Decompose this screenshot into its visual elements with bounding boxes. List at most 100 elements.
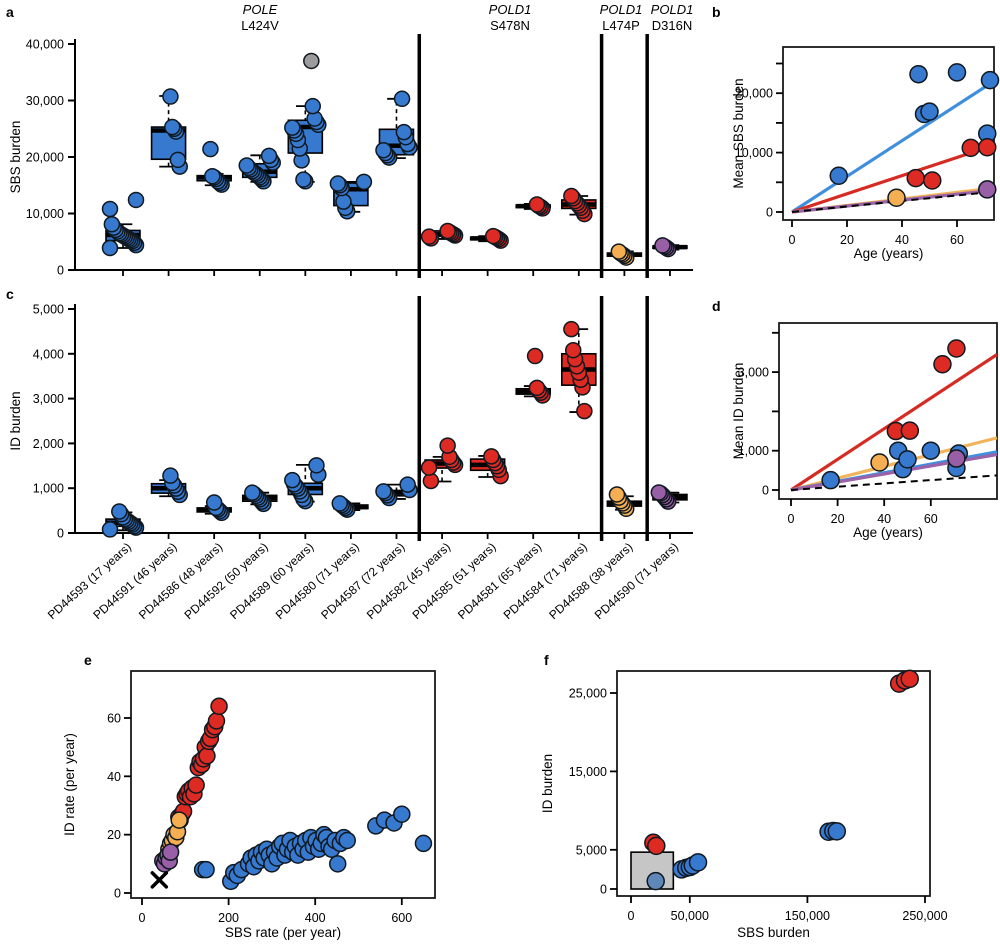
axis-text: 20: [840, 233, 854, 247]
axis-text: 60: [924, 512, 938, 526]
axis-text: 0: [57, 527, 64, 541]
series-POLD1-S478N: [886, 339, 966, 441]
axis-text: 0: [57, 264, 64, 278]
x-axis-label: SBS rate (per year): [225, 925, 341, 940]
axis-text: Mean ID burden: [731, 363, 746, 460]
series-POLE-L424V: [672, 821, 847, 879]
data-point: [210, 697, 228, 716]
data-point: [414, 834, 433, 853]
plot-frame: [616, 670, 931, 897]
data-point: [101, 521, 119, 538]
data-point: [900, 669, 919, 689]
axis-text: 40: [895, 233, 909, 247]
patient-label: PD44582 (45 years): [364, 540, 453, 622]
data-point: [439, 437, 456, 454]
data-point: [395, 123, 413, 141]
gene-name: POLD1: [650, 2, 694, 17]
patient-label: PD44585 (51 years): [409, 540, 498, 622]
points-PD44582: [420, 437, 464, 490]
series-POLE-L424V: [193, 805, 433, 891]
y-axis: 0 10,000 20,000: [735, 62, 783, 220]
axis-text: 0: [600, 883, 607, 897]
data-point: [528, 379, 546, 397]
y-axis: 0 10,000 20,000 30,000 40,000: [26, 38, 76, 278]
data-point: [564, 341, 582, 359]
y-axis-label: SBS burden: [8, 121, 23, 194]
axis-text: 0: [788, 512, 795, 526]
data-point: [420, 228, 438, 245]
data-point: [127, 191, 145, 209]
axis-text: 40: [107, 770, 121, 784]
axis-text: 20,000: [735, 87, 773, 101]
data-point: [207, 712, 226, 730]
axis-text: 1,000: [738, 444, 769, 458]
data-point: [295, 171, 312, 188]
axis-text: 1,000: [33, 482, 64, 496]
data-point: [923, 171, 942, 190]
data-point: [161, 843, 180, 861]
data-point: [484, 227, 502, 245]
patient-label: PD44580 (71 years): [273, 540, 362, 622]
y-axis: 0 1,000 2,000 3,000 4,000 5,000: [33, 303, 76, 541]
data-point: [921, 441, 941, 460]
normal-range-box: [630, 851, 675, 890]
data-point: [608, 486, 626, 503]
axis-text: Age (years): [853, 525, 923, 540]
data-point: [328, 855, 347, 873]
axis-text: SBS burden: [8, 121, 23, 194]
axis-text: ID rate (per year): [62, 733, 77, 836]
axis-text: 0: [628, 909, 635, 923]
outlier-point: [303, 52, 320, 70]
data-point: [393, 805, 411, 823]
data-point: [920, 102, 939, 121]
y-axis-label: ID rate (per year): [62, 733, 77, 836]
panel-label-f: f: [544, 652, 549, 668]
data-point: [961, 138, 980, 158]
axis-text: 250,000: [902, 909, 947, 923]
axis-text: 0: [762, 484, 769, 498]
gene-name: POLD1: [599, 2, 643, 17]
x-axis: 0 20 40 60: [789, 220, 964, 247]
data-point: [650, 484, 668, 501]
gene-variant: S478N: [490, 18, 530, 33]
data-point: [528, 196, 546, 213]
points-PD44592: [244, 484, 272, 513]
series-POLD1-D316N: [154, 843, 180, 873]
series-POLD1-S478N: [170, 697, 228, 829]
axis-text: 50,000: [671, 909, 709, 923]
points-PD44590: [650, 484, 677, 510]
data-point: [355, 173, 373, 191]
points-PD44587: [375, 90, 418, 166]
panel-label-e: e: [84, 652, 92, 668]
data-point: [284, 471, 301, 489]
data-point: [526, 347, 544, 365]
points-PD44591: [162, 88, 188, 175]
data-point: [238, 157, 255, 174]
data-point: [829, 166, 848, 186]
axis-text: 200: [218, 911, 239, 925]
points-PD44588: [608, 486, 635, 518]
axis-text: 0: [114, 887, 121, 901]
data-point: [947, 449, 966, 468]
panel-label-b: b: [712, 4, 721, 20]
gene-name: POLE: [242, 2, 278, 17]
axis-text: 20,000: [26, 151, 64, 165]
data-point: [887, 188, 906, 207]
y-axis-label: ID burden: [8, 391, 23, 450]
axis-text: 600: [391, 911, 412, 925]
data-point: [260, 147, 278, 165]
data-point: [204, 167, 221, 185]
panel-label-a: a: [6, 4, 14, 20]
data-point: [483, 448, 500, 465]
axis-text: 40,000: [26, 38, 64, 52]
axis-text: 15,000: [569, 765, 607, 779]
y-axis-label: ID burden: [540, 754, 555, 813]
data-point: [980, 70, 1000, 90]
data-point: [647, 836, 666, 856]
data-point: [393, 90, 411, 108]
data-point: [576, 402, 593, 420]
patient-label: PD44591 (46 years): [90, 540, 179, 622]
data-point: [101, 200, 119, 218]
